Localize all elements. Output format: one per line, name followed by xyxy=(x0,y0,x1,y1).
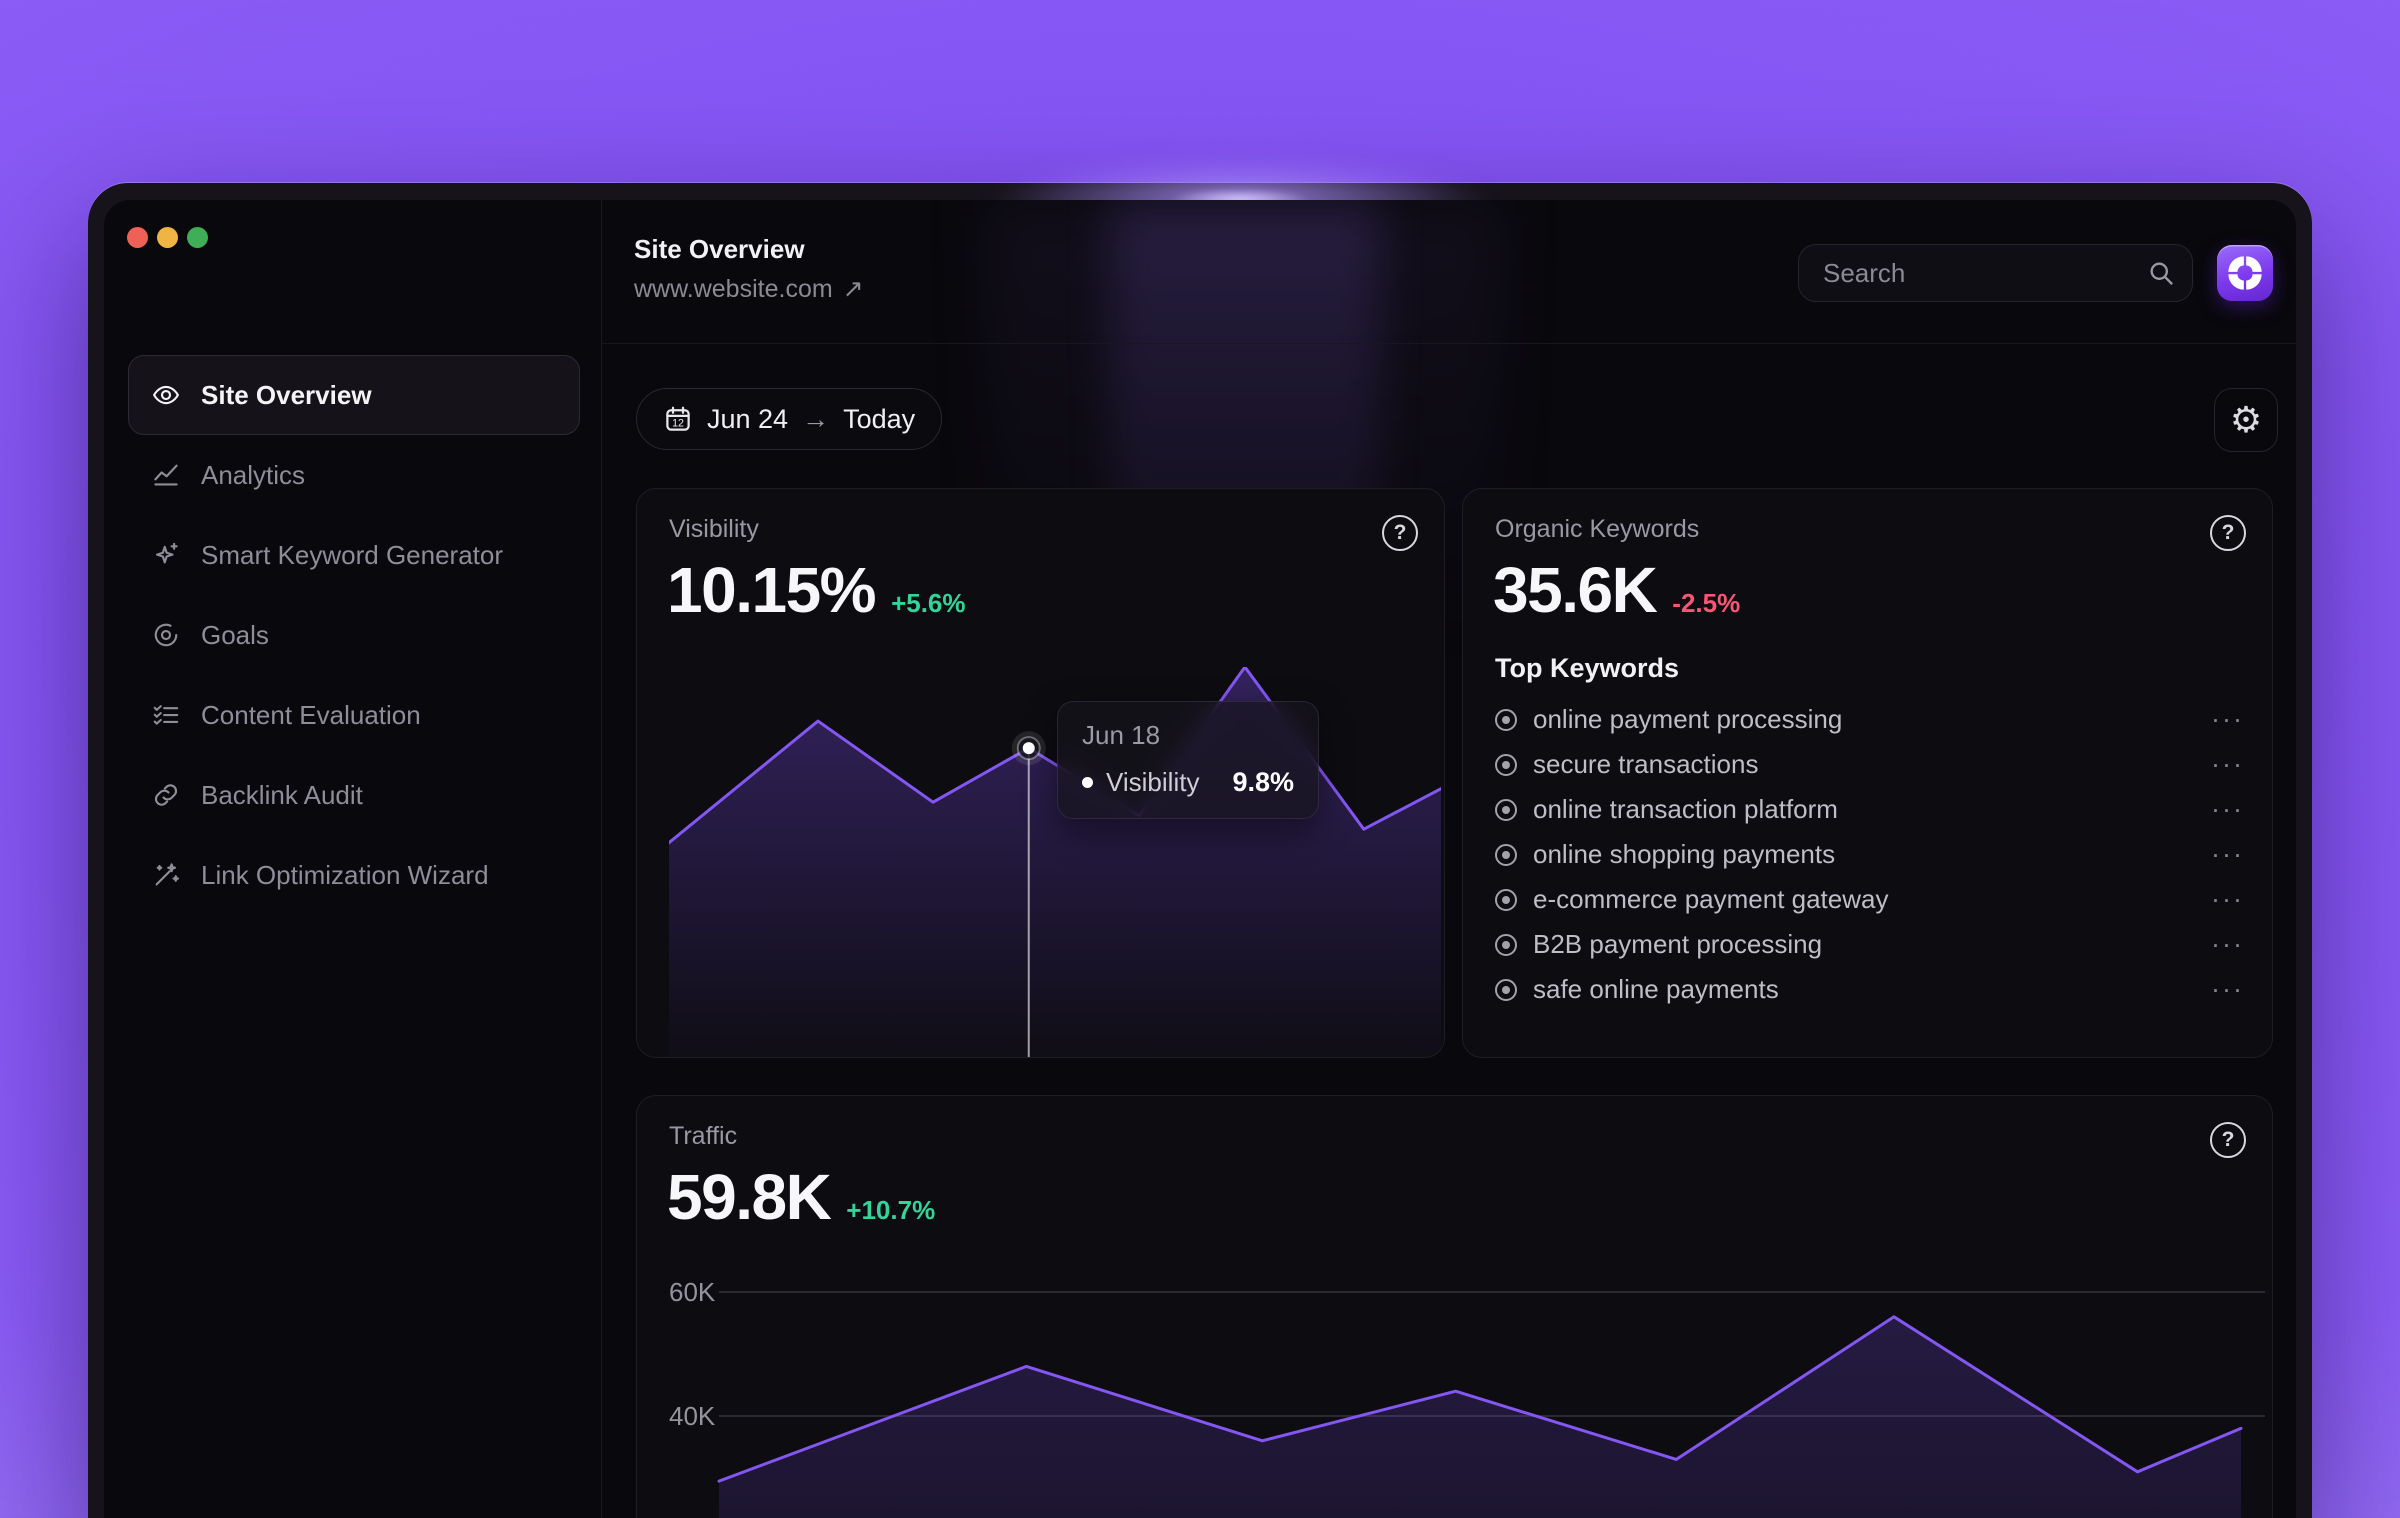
sidebar-item-content-evaluation[interactable]: Content Evaluation xyxy=(128,675,580,755)
checklist-icon xyxy=(153,705,179,725)
keyword-list: online payment processing ··· secure tra… xyxy=(1495,697,2244,1012)
sidebar-item-site-overview[interactable]: Site Overview xyxy=(128,355,580,435)
card-title: Traffic xyxy=(669,1122,738,1150)
sidebar-item-label: Analytics xyxy=(201,459,306,490)
sidebar-item-label: Site Overview xyxy=(201,379,372,410)
sidebar-item-label: Goals xyxy=(201,619,269,650)
stat-value: 59.8K xyxy=(667,1161,832,1233)
circle-dot-icon xyxy=(1495,978,1517,1001)
line-chart-icon xyxy=(154,464,178,486)
tooltip-date: Jun 18 xyxy=(1082,720,1161,750)
help-icon[interactable]: ? xyxy=(2210,1122,2246,1158)
chart-tooltip: Jun 18 Visibility 9.8% xyxy=(1057,701,1319,819)
sidebar-item-label: Backlink Audit xyxy=(201,779,363,810)
card-title: Organic Keywords xyxy=(1495,515,1700,543)
row-menu-button[interactable]: ··· xyxy=(2211,704,2244,734)
row-menu-button[interactable]: ··· xyxy=(2211,884,2244,914)
help-icon[interactable]: ? xyxy=(2210,515,2246,551)
traffic-card: Traffic ? 59.8K +10.7% 60K 40K xyxy=(636,1095,2273,1518)
search-icon xyxy=(2147,259,2175,287)
sidebar: Site Overview Analytics Smart Keyword Ge… xyxy=(128,355,580,915)
stat-delta: -2.5% xyxy=(1672,588,1741,618)
zoom-window-button[interactable] xyxy=(187,227,208,248)
tooltip-series: Visibility xyxy=(1106,767,1200,797)
link-icon xyxy=(154,784,178,806)
calendar-icon: 12 xyxy=(666,406,690,431)
organic-keywords-stat: 35.6K -2.5% xyxy=(1493,553,1740,627)
sidebar-item-smart-keyword-generator[interactable]: Smart Keyword Generator xyxy=(128,515,580,595)
wand-icon xyxy=(155,863,180,886)
sidebar-item-label: Link Optimization Wizard xyxy=(201,859,489,890)
target-icon xyxy=(154,623,178,647)
app-surface: Site Overview Analytics Smart Keyword Ge… xyxy=(104,200,2296,1518)
header-divider xyxy=(602,343,2296,344)
circle-dot-icon xyxy=(1495,798,1517,821)
traffic-stat: 59.8K +10.7% xyxy=(667,1160,935,1234)
row-menu-button[interactable]: ··· xyxy=(2211,929,2244,959)
external-link-icon: ↗ xyxy=(842,275,864,303)
svg-text:40K: 40K xyxy=(669,1401,716,1431)
keyword-row[interactable]: B2B payment processing ··· xyxy=(1495,922,2244,967)
sidebar-item-label: Smart Keyword Generator xyxy=(201,539,504,570)
sparkles-icon xyxy=(155,542,178,564)
keyword-row[interactable]: online transaction platform ··· xyxy=(1495,787,2244,832)
window-controls xyxy=(127,227,208,248)
circle-dot-icon xyxy=(1495,843,1517,866)
organic-keywords-card: Organic Keywords ? 35.6K -2.5% Top Keywo… xyxy=(1462,488,2273,1058)
stat-delta: +10.7% xyxy=(846,1195,936,1225)
visibility-stat: 10.15% +5.6% xyxy=(667,553,966,627)
svg-text:12: 12 xyxy=(672,418,684,430)
keyword-row[interactable]: safe online payments ··· xyxy=(1495,967,2244,1012)
row-menu-button[interactable]: ··· xyxy=(2211,839,2244,869)
row-menu-button[interactable]: ··· xyxy=(2211,794,2244,824)
sidebar-item-backlink-audit[interactable]: Backlink Audit xyxy=(128,755,580,835)
row-menu-button[interactable]: ··· xyxy=(2211,974,2244,1004)
date-end: Today xyxy=(843,403,916,434)
circle-dot-icon xyxy=(1495,708,1517,731)
close-window-button[interactable] xyxy=(127,227,148,248)
traffic-chart[interactable]: 60K 40K xyxy=(669,1269,2273,1518)
row-menu-button[interactable]: ··· xyxy=(2211,749,2244,779)
card-title: Visibility xyxy=(669,515,759,543)
keyword-row[interactable]: online shopping payments ··· xyxy=(1495,832,2244,877)
pinwheel-logo-icon xyxy=(2228,256,2262,290)
sidebar-item-analytics[interactable]: Analytics xyxy=(128,435,580,515)
settings-button[interactable]: ⚙ xyxy=(2214,388,2278,452)
minimize-window-button[interactable] xyxy=(157,227,178,248)
stat-value: 35.6K xyxy=(1493,554,1658,626)
date-start: Jun 24 xyxy=(707,403,789,434)
page-title: Site Overview xyxy=(634,234,805,264)
search-container xyxy=(1798,244,2193,302)
circle-dot-icon xyxy=(1495,933,1517,956)
app-window: Site Overview Analytics Smart Keyword Ge… xyxy=(88,157,2312,1518)
tooltip-value: 9.8% xyxy=(1232,767,1294,797)
sidebar-divider xyxy=(601,200,602,1518)
arrow-right-icon: → xyxy=(802,403,830,434)
eye-icon xyxy=(153,385,179,405)
stat-delta: +5.6% xyxy=(891,588,966,618)
main-area: Site Overview www.website.com ↗ xyxy=(602,200,2296,1518)
visibility-chart[interactable] xyxy=(669,667,1441,1058)
sidebar-item-label: Content Evaluation xyxy=(201,699,421,730)
sidebar-item-link-optimization-wizard[interactable]: Link Optimization Wizard xyxy=(128,835,580,915)
series-dot-icon xyxy=(1082,777,1093,788)
date-range-picker[interactable]: 12 Jun 24 → Today xyxy=(636,388,943,450)
keyword-row[interactable]: secure transactions ··· xyxy=(1495,742,2244,787)
visibility-card: Visibility ? 10.15% +5.6% Jun 18 xyxy=(636,488,1445,1058)
stat-value: 10.15% xyxy=(667,554,877,626)
sidebar-item-goals[interactable]: Goals xyxy=(128,595,580,675)
top-keywords-heading: Top Keywords xyxy=(1495,653,1680,683)
site-url-link[interactable]: www.website.com ↗ xyxy=(634,274,864,304)
search-input[interactable] xyxy=(1798,244,2193,302)
keyword-row[interactable]: online payment processing ··· xyxy=(1495,697,2244,742)
keyword-row[interactable]: e-commerce payment gateway ··· xyxy=(1495,877,2244,922)
gear-icon: ⚙ xyxy=(2229,399,2263,440)
app-logo-button[interactable] xyxy=(2217,245,2273,301)
help-icon[interactable]: ? xyxy=(1382,515,1418,551)
svg-text:60K: 60K xyxy=(669,1277,716,1307)
circle-dot-icon xyxy=(1495,753,1517,776)
circle-dot-icon xyxy=(1495,888,1517,911)
